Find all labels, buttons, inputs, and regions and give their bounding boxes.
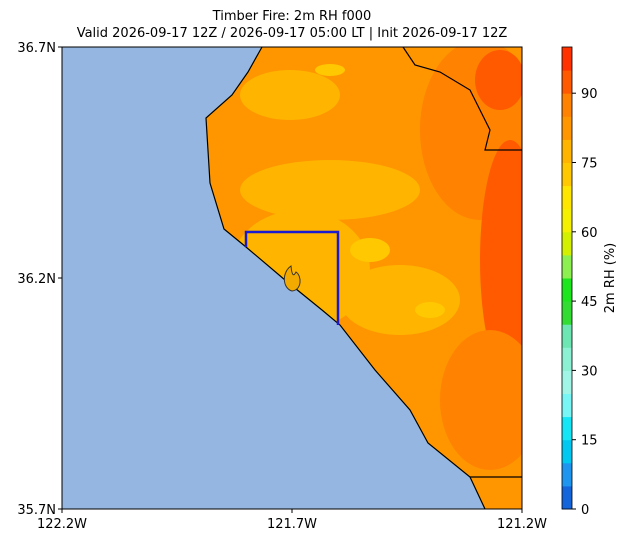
colorbar-band <box>562 278 572 302</box>
x-tick-label: 121.7W <box>267 517 317 532</box>
y-tick-label: 35.7N <box>17 503 56 518</box>
fire-icon <box>283 265 301 292</box>
colorbar-band <box>562 485 572 510</box>
x-tick-label: 121.2W <box>497 517 547 532</box>
colorbar-tick-label: 45 <box>581 295 598 310</box>
rh-field <box>206 47 522 509</box>
colorbar-band <box>562 324 572 348</box>
colorbar-tick-label: 90 <box>581 87 598 102</box>
colorbar-band <box>562 462 572 487</box>
colorbar-band <box>562 254 572 279</box>
colorbar-band <box>562 208 572 233</box>
colorbar-band <box>562 116 572 140</box>
colorbar-band <box>562 347 572 371</box>
colorbar-band <box>562 416 572 441</box>
y-tick-label: 36.7N <box>17 41 56 56</box>
colorbar-band <box>562 93 572 117</box>
county-border <box>402 46 522 151</box>
colorbar-band <box>562 231 572 256</box>
colorbar-tick-label: 30 <box>581 364 598 379</box>
colorbar-tick-label: 60 <box>581 226 598 241</box>
y-tick-label: 36.2N <box>17 272 56 287</box>
colorbar-tick-label: 0 <box>581 503 589 518</box>
colorbar-band <box>562 185 572 210</box>
title: Timber Fire: 2m RH f000 <box>212 9 372 24</box>
colorbar-band <box>562 139 572 163</box>
x-tick-label: 122.2W <box>37 517 87 532</box>
colorbar-band <box>562 162 572 187</box>
colorbar-band <box>562 393 572 418</box>
colorbar-band <box>562 70 572 94</box>
colorbar-band <box>562 370 572 394</box>
colorbar-label: 2m RH (%) <box>603 243 618 314</box>
colorbar-tick-label: 15 <box>581 434 598 449</box>
colorbar-band <box>562 47 572 71</box>
map <box>61 46 523 510</box>
subtitle: Valid 2026-09-17 12Z / 2026-09-17 05:00 … <box>77 26 508 41</box>
colorbar-band <box>562 301 572 325</box>
fire-box <box>244 230 340 325</box>
colorbar-frame <box>561 46 573 510</box>
colorbar-band <box>562 439 572 464</box>
colorbar-tick-label: 75 <box>581 157 598 172</box>
